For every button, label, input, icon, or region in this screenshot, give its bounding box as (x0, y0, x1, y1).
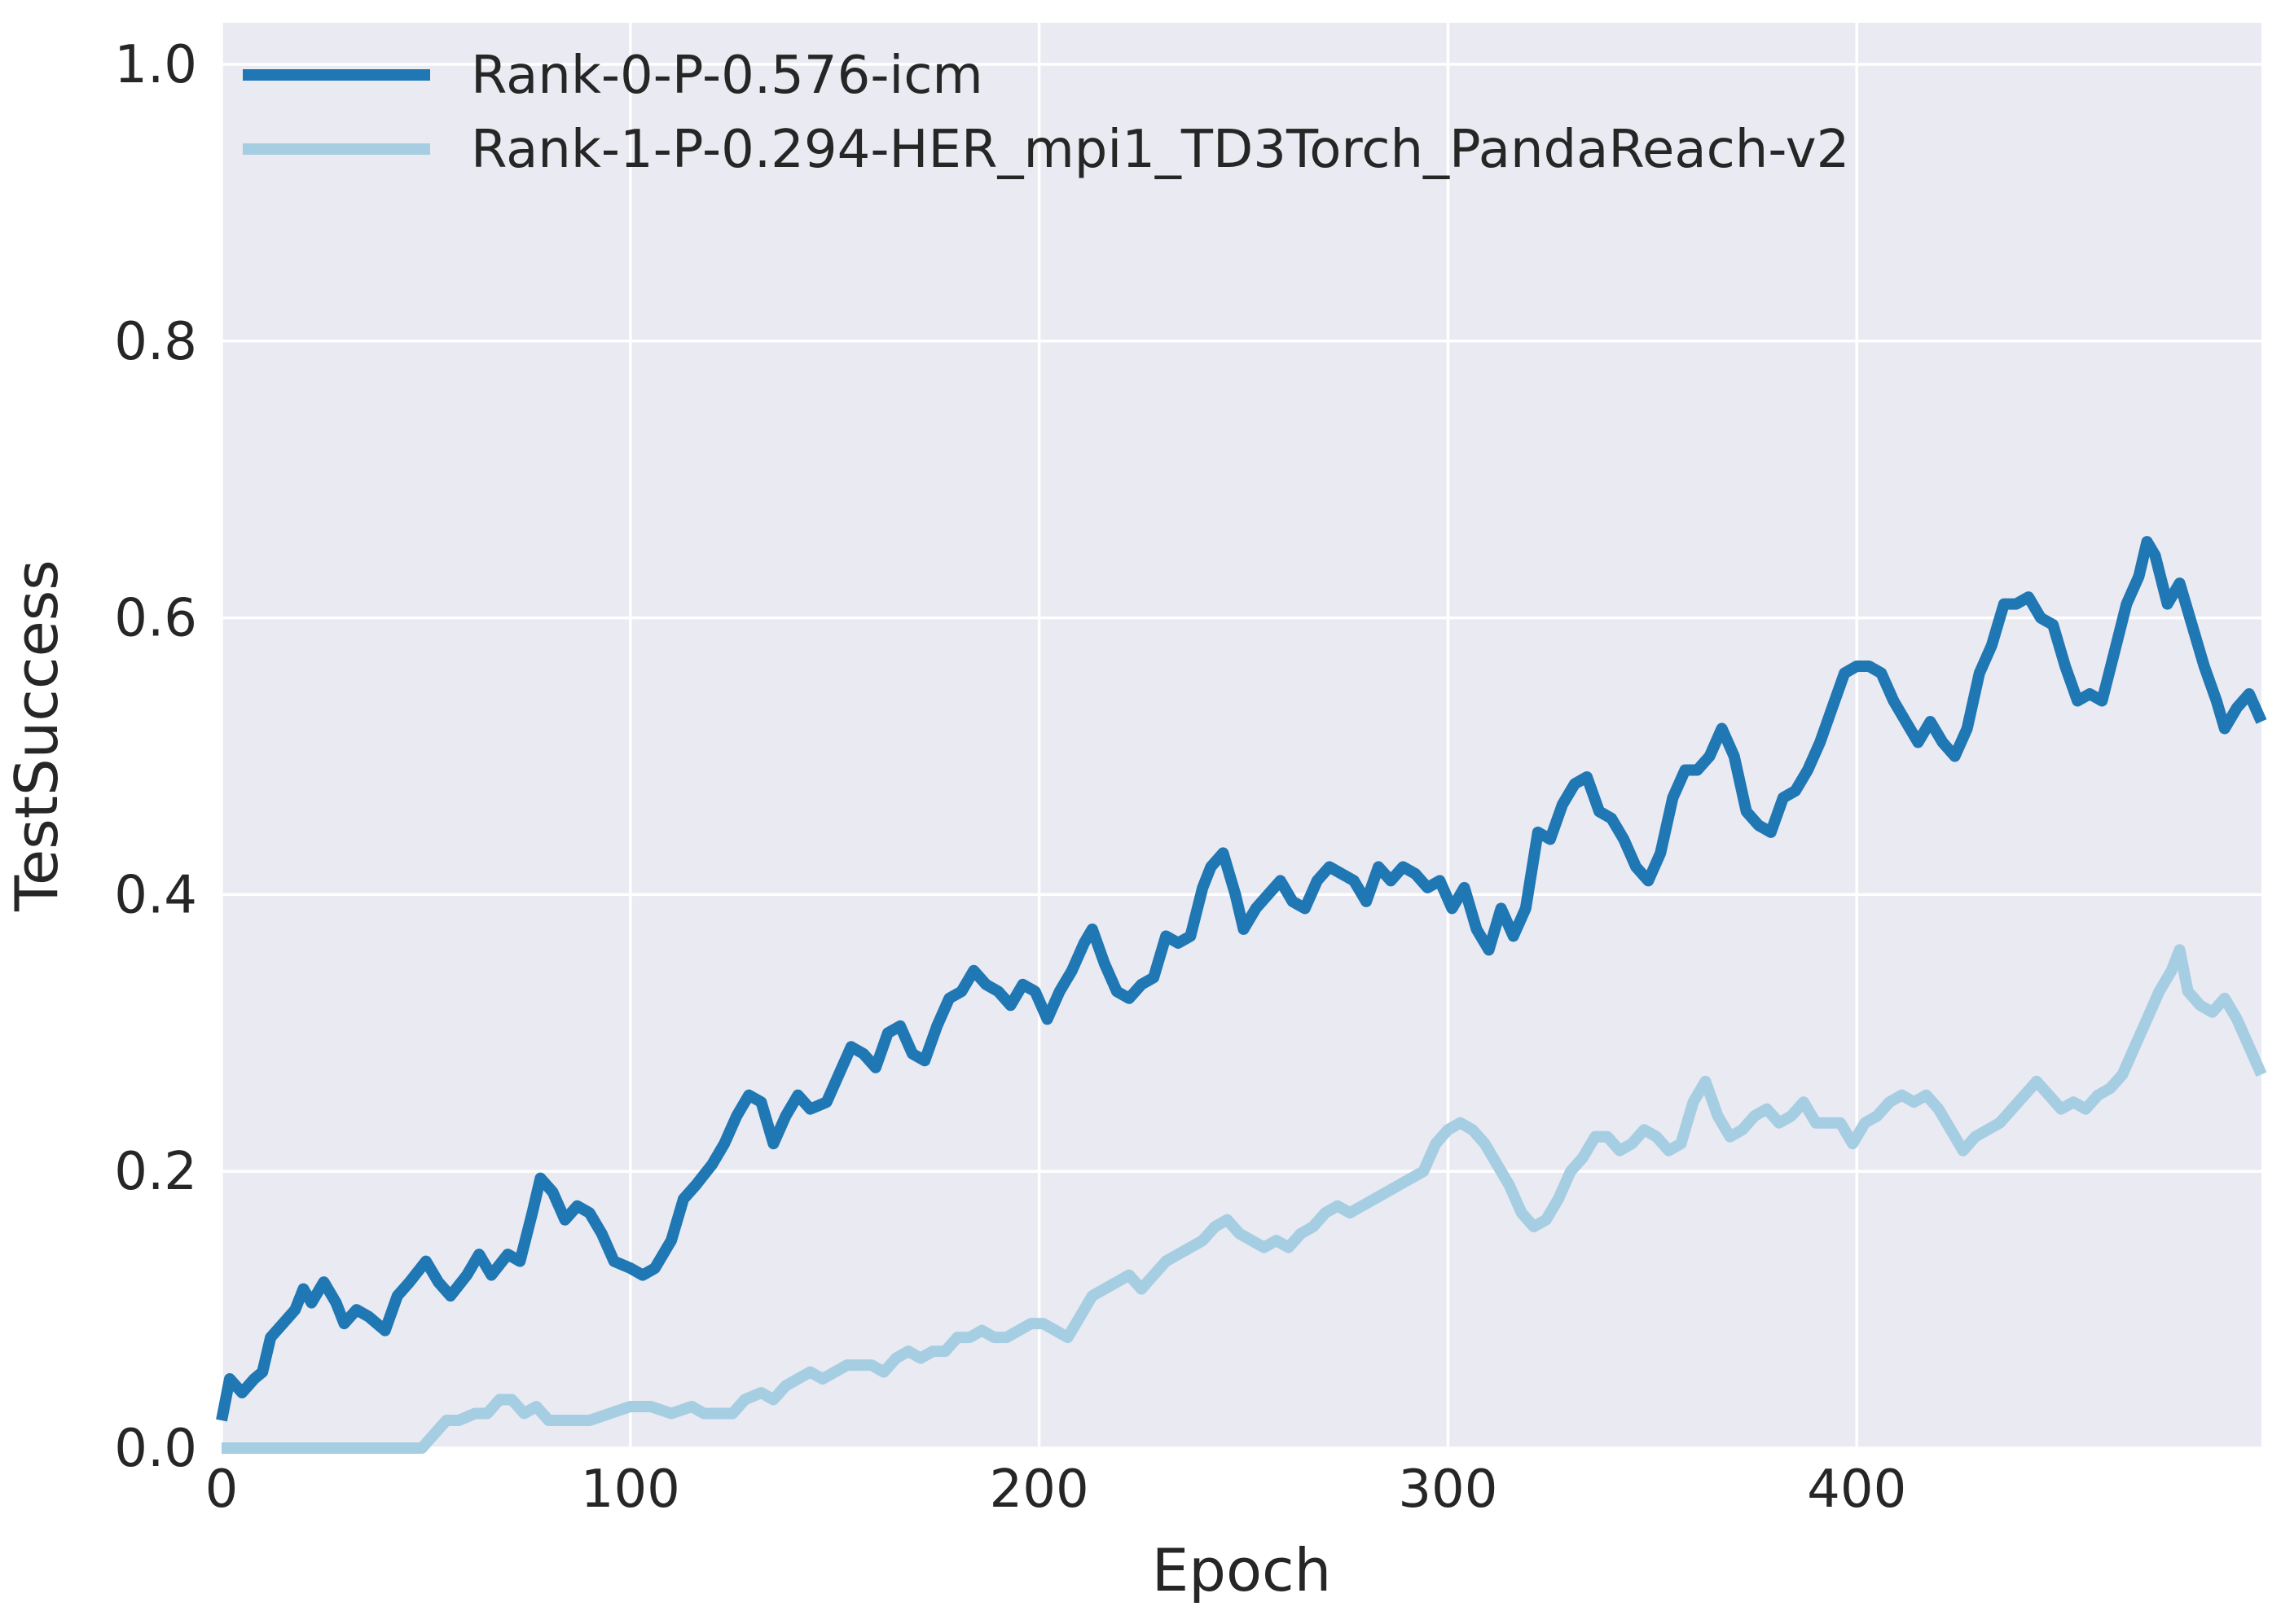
legend-entry-label: Rank-1-P-0.294-HER_mpi1_TD3Torch_PandaRe… (471, 120, 1849, 180)
series-lines (216, 536, 2267, 1454)
legend: Rank-0-P-0.576-icm Rank-1-P-0.294-HER_mpi… (243, 46, 1849, 180)
x-axis-label: Epoch (1152, 1536, 1331, 1604)
x-tick-label: 300 (1398, 1459, 1497, 1520)
grid-lines (220, 23, 2261, 1450)
y-tick-label: 0.6 (114, 589, 197, 649)
x-tick-label: 200 (990, 1459, 1089, 1520)
y-tick-label: 0.8 (114, 312, 197, 372)
y-tick-label: 0.4 (114, 865, 197, 925)
series-line-1 (222, 944, 2267, 1454)
y-tick-label: 0.2 (114, 1142, 197, 1202)
x-tick-label: 400 (1807, 1459, 1906, 1520)
x-tick-label: 0 (205, 1459, 239, 1520)
y-axis-label: TestSuccess (2, 560, 71, 912)
y-tick-label: 0.0 (114, 1419, 197, 1479)
legend-entry-label: Rank-0-P-0.576-icm (471, 46, 983, 106)
series-line-0 (216, 536, 2267, 1422)
tick-labels: 0 100 200 300 400 0.0 0.2 0.4 0.6 0.8 1.0 (114, 35, 1906, 1520)
x-tick-label: 100 (581, 1459, 680, 1520)
y-tick-label: 1.0 (114, 35, 197, 95)
